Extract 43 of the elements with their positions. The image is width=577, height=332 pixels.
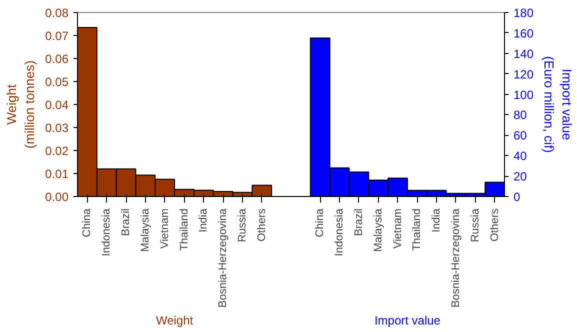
x-tick-label: China	[314, 208, 326, 238]
y2-tick-label: 20	[514, 170, 528, 184]
y-tick-label: 0.01	[45, 167, 69, 181]
y-tick-label: 0.03	[45, 121, 69, 135]
text: Import value	[374, 314, 441, 328]
x-tick-label: India	[198, 208, 210, 232]
y-tick-label: 0.06	[45, 52, 69, 66]
x-tick-label: Brazil	[352, 208, 365, 236]
y-tick-label: 0.00	[45, 190, 69, 204]
y2-tick-label: 40	[514, 149, 528, 164]
x-tick-label: Others	[488, 208, 501, 242]
x-tick-label: Bosnia-Herzegovina	[217, 208, 230, 308]
y-tick-label: 0.07	[45, 29, 69, 43]
x-tick-label: China	[81, 208, 94, 238]
y-tick-label: 0.02	[45, 144, 69, 158]
y2-tick-label: 100	[514, 88, 534, 102]
x-tick-label: Malaysia	[139, 208, 152, 252]
x-tick-label: Indonesia	[100, 208, 113, 256]
x-tick-label: Others	[256, 208, 268, 242]
y-axis-title: Weight (million tonnes)	[4, 60, 38, 149]
x-tick-label: India	[430, 208, 443, 232]
y2-axis-title: Import value (Euro million, cif)	[542, 56, 575, 153]
y-tick-label: 0.08	[45, 6, 69, 20]
x-tick-label: Bosnia-Herzegovina	[450, 208, 462, 308]
x-tick-label: Russia	[469, 208, 482, 242]
x-tick-label: Russia	[236, 208, 248, 242]
y2-tick-label: 80	[514, 108, 528, 122]
y2-tick-label: 60	[514, 128, 528, 143]
y-tick-label: 0.05	[45, 75, 69, 89]
y2-tick-label: 120	[514, 67, 534, 82]
y2-tick-label: 140	[514, 46, 534, 61]
y2-tick-label: 180	[514, 6, 534, 20]
y2-tick-label: 0	[514, 190, 520, 204]
x-tick-label: Brazil	[120, 208, 132, 236]
y2-tick-label: 160	[514, 26, 534, 40]
x-tick-label: Malaysia	[372, 208, 384, 252]
y-tick-label: 0.04	[45, 98, 69, 112]
text: Weight	[156, 314, 194, 328]
x-tick-label: Thailand	[411, 208, 424, 251]
x-tick-label: Thailand	[178, 208, 190, 251]
x-tick-label: Vietnam	[392, 208, 404, 249]
x-tick-label: Indonesia	[334, 208, 346, 256]
x-tick-label: Vietnam	[158, 208, 171, 249]
